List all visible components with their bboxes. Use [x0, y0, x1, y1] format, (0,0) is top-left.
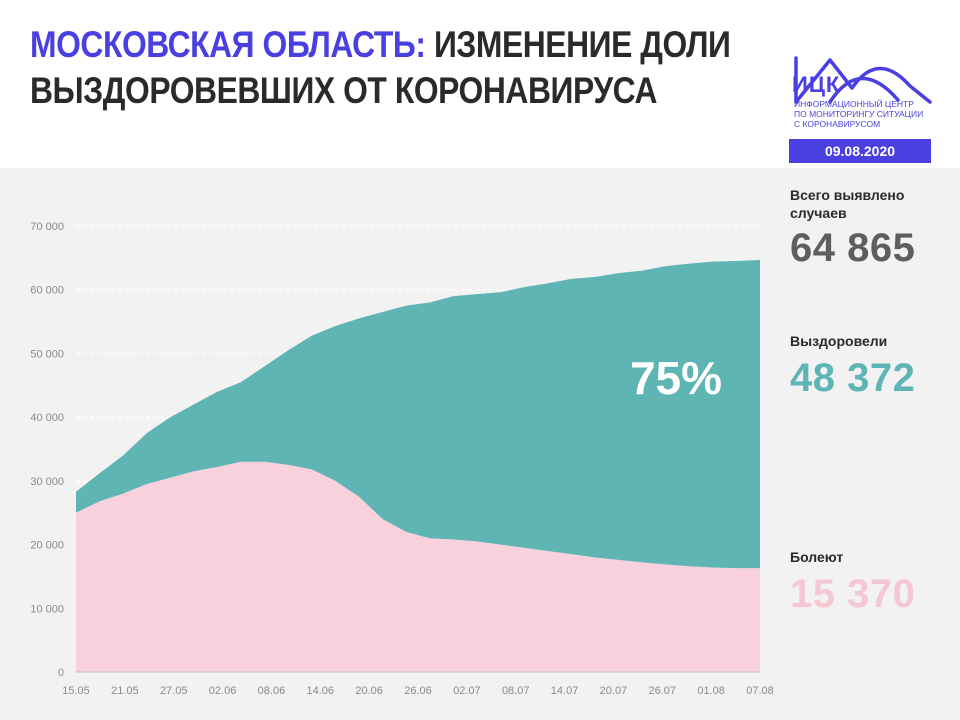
x-tick-label: 20.07 — [600, 685, 628, 697]
total-cases-value: 64 865 — [790, 226, 916, 270]
title-text-1: ИЗМЕНЕНИЕ ДОЛИ — [433, 24, 731, 65]
page-title: МОСКОВСКАЯ ОБЛАСТЬ: ИЗМЕНЕНИЕ ДОЛИ ВЫЗДО… — [30, 22, 731, 114]
x-tick-label: 08.06 — [258, 685, 286, 697]
y-tick-label: 20 000 — [30, 540, 64, 552]
share-annotation: 75% — [630, 352, 722, 404]
recovered-label: Выздоровели — [790, 333, 888, 349]
recovered-value: 48 372 — [790, 356, 916, 400]
area-chart: 0 10 000 20 000 30 000 40 000 50 000 60 000 70 … — [30, 221, 774, 697]
title-line-2: ВЫЗДОРОВЕВШИХ ОТ КОРОНАВИРУСА — [30, 70, 657, 111]
logo-abbr: ИЦК — [792, 72, 841, 97]
x-tick-label: 02.07 — [453, 685, 481, 697]
x-tick-label: 02.06 — [209, 685, 237, 697]
logo-sub-line: ИНФОРМАЦИОННЫЙ ЦЕНТР — [794, 99, 914, 109]
logo-icon — [794, 56, 932, 104]
series-area — [76, 461, 760, 672]
sick-label: Болеют — [790, 549, 844, 565]
date-badge: 09.08.2020 — [789, 139, 931, 163]
series-area — [76, 259, 760, 569]
logo-sub-line: С КОРОНАВИРУСОМ — [794, 119, 881, 129]
header: МОСКОВСКАЯ ОБЛАСТЬ: ИЗМЕНЕНИЕ ДОЛИ ВЫЗДО… — [0, 0, 960, 168]
x-tick-label: 20.06 — [355, 685, 383, 697]
x-tick-label: 01.08 — [697, 685, 725, 697]
x-tick-label: 07.08 — [746, 685, 774, 697]
y-tick-label: 50 000 — [30, 348, 64, 360]
x-tick-label: 27.05 — [160, 685, 188, 697]
y-tick-label: 70 000 — [30, 221, 64, 233]
title-region: МОСКОВСКАЯ ОБЛАСТЬ: — [30, 24, 426, 65]
y-tick-label: 40 000 — [30, 412, 64, 424]
x-tick-label: 14.07 — [551, 685, 579, 697]
x-tick-label: 26.06 — [404, 685, 432, 697]
x-tick-label: 15.05 — [62, 685, 90, 697]
total-cases-label: Всего выявлено случаев — [790, 187, 905, 221]
x-tick-label: 26.07 — [649, 685, 677, 697]
y-tick-label: 0 — [58, 667, 64, 679]
recovered-stat: Выздоровели 48 372 — [790, 332, 915, 400]
x-tick-label: 21.05 — [111, 685, 139, 697]
y-tick-label: 60 000 — [30, 285, 64, 297]
y-tick-label: 10 000 — [30, 603, 64, 615]
sick-value: 15 370 — [790, 572, 916, 616]
y-tick-label: 30 000 — [30, 476, 64, 488]
logo-sub-line: ПО МОНИТОРИНГУ СИТУАЦИИ — [794, 109, 924, 119]
logo-subtitle: ИНФОРМАЦИОННЫЙ ЦЕНТР ПО МОНИТОРИНГУ СИТУ… — [794, 99, 954, 129]
x-tick-label: 14.06 — [307, 685, 335, 697]
x-tick-label: 08.07 — [502, 685, 530, 697]
total-cases-stat: Всего выявлено случаев 64 865 — [790, 186, 940, 270]
title-line-1: МОСКОВСКАЯ ОБЛАСТЬ: ИЗМЕНЕНИЕ ДОЛИ — [30, 22, 731, 68]
sick-stat: Болеют 15 370 — [790, 548, 915, 616]
